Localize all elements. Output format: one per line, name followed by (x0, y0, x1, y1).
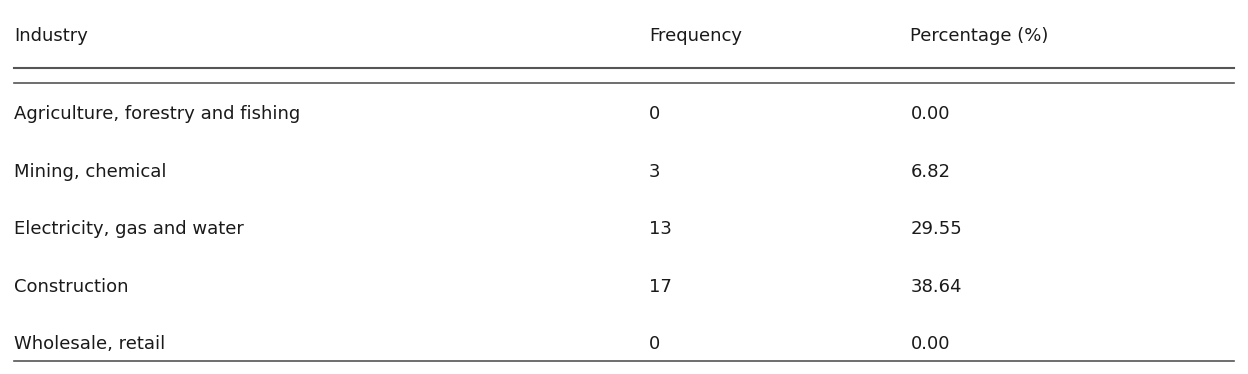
Text: 0.00: 0.00 (910, 335, 950, 353)
Text: Construction: Construction (14, 278, 129, 296)
Text: Mining, chemical: Mining, chemical (14, 163, 166, 181)
Text: Industry: Industry (14, 27, 87, 45)
Text: 0: 0 (649, 105, 660, 123)
Text: 6.82: 6.82 (910, 163, 951, 181)
Text: 13: 13 (649, 220, 671, 238)
Text: Electricity, gas and water: Electricity, gas and water (14, 220, 243, 238)
Text: 3: 3 (649, 163, 660, 181)
Text: 0: 0 (649, 335, 660, 353)
Text: Frequency: Frequency (649, 27, 741, 45)
Text: Wholesale, retail: Wholesale, retail (14, 335, 165, 353)
Text: Percentage (%): Percentage (%) (910, 27, 1048, 45)
Text: 38.64: 38.64 (910, 278, 962, 296)
Text: 29.55: 29.55 (910, 220, 962, 238)
Text: Agriculture, forestry and fishing: Agriculture, forestry and fishing (14, 105, 300, 123)
Text: 0.00: 0.00 (910, 105, 950, 123)
Text: 17: 17 (649, 278, 671, 296)
